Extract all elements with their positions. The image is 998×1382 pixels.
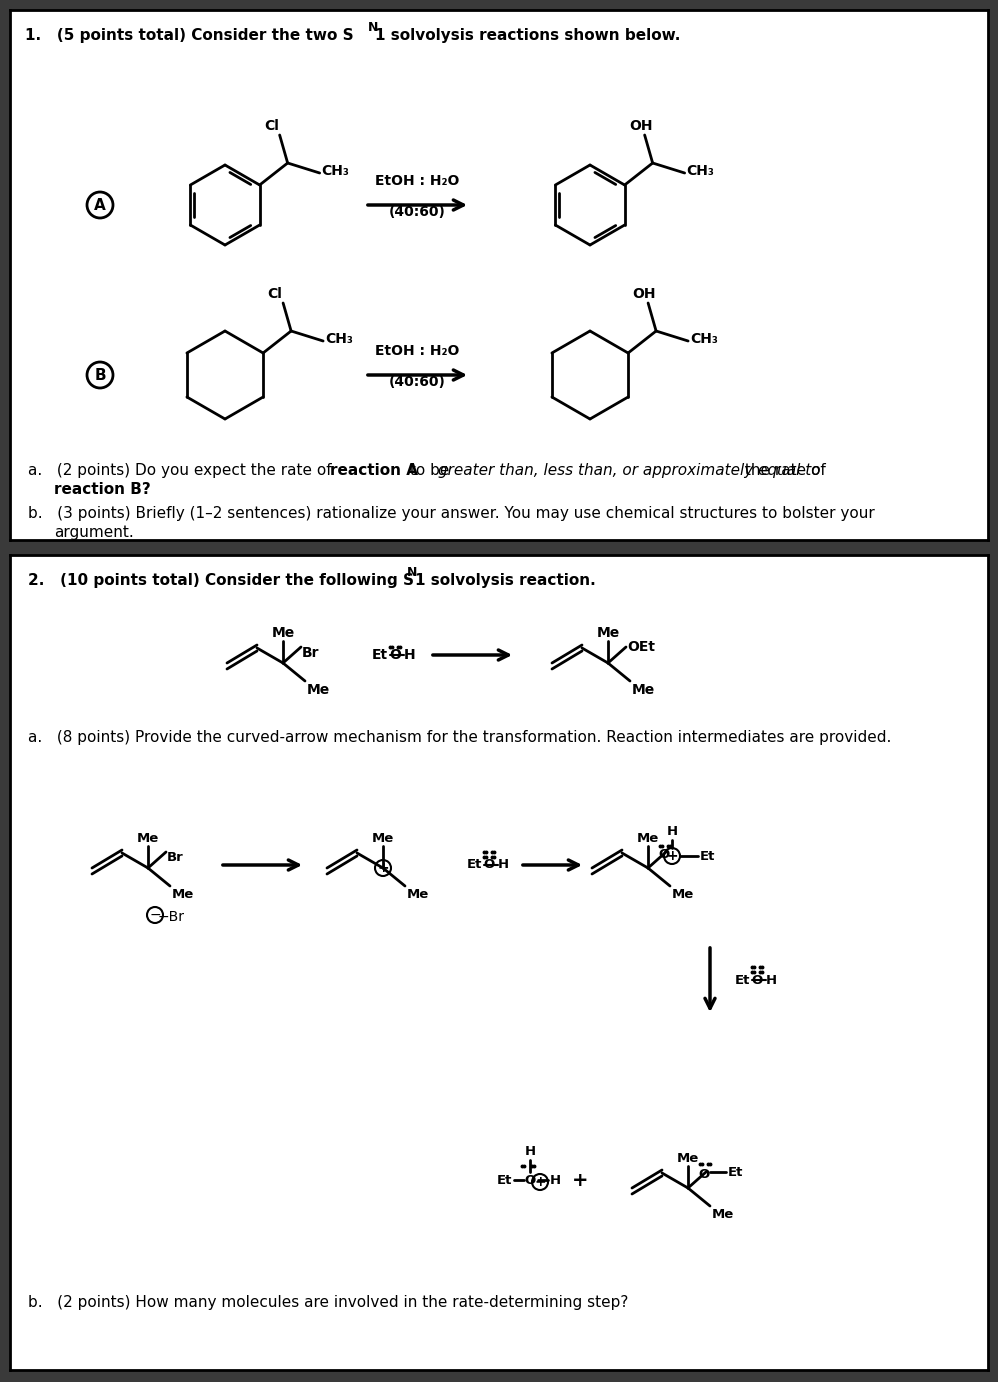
Text: 1 solvolysis reaction.: 1 solvolysis reaction. [415, 574, 596, 587]
Text: N: N [368, 21, 378, 35]
Text: −: − [149, 908, 161, 922]
Text: +: + [572, 1171, 588, 1190]
Text: O: O [483, 858, 495, 872]
Text: Br: Br [167, 851, 184, 864]
Text: a.   (8 points) Provide the curved-arrow mechanism for the transformation. React: a. (8 points) Provide the curved-arrow m… [28, 730, 891, 745]
Text: B: B [94, 368, 106, 383]
Text: Cl: Cl [264, 119, 279, 133]
Text: Me: Me [172, 889, 195, 901]
Text: H: H [524, 1146, 536, 1158]
Text: (40:60): (40:60) [388, 205, 445, 218]
Text: Et: Et [372, 648, 388, 662]
Text: Et: Et [735, 973, 750, 987]
Text: Br: Br [302, 645, 319, 661]
Text: Me: Me [637, 832, 659, 844]
Text: O: O [751, 973, 762, 987]
Text: b.   (3 points) Briefly (1–2 sentences) rationalize your answer. You may use che: b. (3 points) Briefly (1–2 sentences) ra… [28, 506, 875, 521]
Text: H: H [766, 973, 777, 987]
Text: A: A [94, 198, 106, 213]
Text: O: O [659, 847, 670, 861]
Text: reaction B?: reaction B? [54, 482, 151, 498]
Text: O: O [699, 1168, 710, 1180]
Text: Me: Me [632, 683, 656, 697]
Text: Me: Me [677, 1153, 700, 1165]
Text: 2.   (10 points total) Consider the following S: 2. (10 points total) Consider the follow… [28, 574, 414, 587]
Text: Me: Me [712, 1208, 735, 1222]
Text: greater than, less than, or approximately equal to: greater than, less than, or approximatel… [438, 463, 820, 478]
Text: +: + [534, 1175, 546, 1189]
Text: a.   (2 points) Do you expect the rate of: a. (2 points) Do you expect the rate of [28, 463, 336, 478]
Text: Me: Me [372, 832, 394, 844]
Text: Me: Me [672, 889, 695, 901]
Text: 1.   (5 points total) Consider the two S: 1. (5 points total) Consider the two S [25, 28, 353, 43]
Text: OH: OH [629, 119, 653, 133]
Text: argument.: argument. [54, 525, 134, 540]
Text: CH₃: CH₃ [321, 164, 349, 178]
Text: Et: Et [728, 1165, 744, 1179]
Text: H: H [404, 648, 415, 662]
Text: Et: Et [497, 1173, 512, 1187]
Text: (40:60): (40:60) [388, 375, 445, 388]
Text: reaction A: reaction A [330, 463, 418, 478]
Text: 1 solvolysis reactions shown below.: 1 solvolysis reactions shown below. [375, 28, 681, 43]
Text: H: H [550, 1173, 561, 1187]
Text: EtOH : H₂O: EtOH : H₂O [375, 174, 459, 188]
Text: O: O [524, 1173, 536, 1187]
Text: Et: Et [700, 850, 716, 862]
Text: Me: Me [597, 626, 620, 640]
Text: CH₃: CH₃ [687, 164, 715, 178]
Text: Me: Me [271, 626, 294, 640]
Text: +: + [667, 849, 678, 862]
Text: O: O [389, 648, 401, 662]
Text: +: + [377, 861, 389, 875]
Text: to be: to be [405, 463, 454, 478]
Text: OEt: OEt [627, 640, 655, 654]
Text: Me: Me [307, 683, 330, 697]
Text: Me: Me [407, 889, 429, 901]
Text: H: H [498, 858, 509, 872]
Text: Et: Et [467, 858, 482, 872]
Text: −Br: −Br [158, 909, 185, 925]
Text: H: H [667, 825, 678, 837]
Text: Cl: Cl [267, 287, 282, 301]
Text: b.   (2 points) How many molecules are involved in the rate-determining step?: b. (2 points) How many molecules are inv… [28, 1295, 629, 1310]
Text: CH₃: CH₃ [325, 332, 353, 346]
Text: OH: OH [633, 287, 656, 301]
Text: EtOH : H₂O: EtOH : H₂O [375, 344, 459, 358]
Text: CH₃: CH₃ [690, 332, 718, 346]
Text: Me: Me [137, 832, 159, 844]
Text: N: N [407, 567, 417, 579]
Text: the rate of: the rate of [740, 463, 825, 478]
